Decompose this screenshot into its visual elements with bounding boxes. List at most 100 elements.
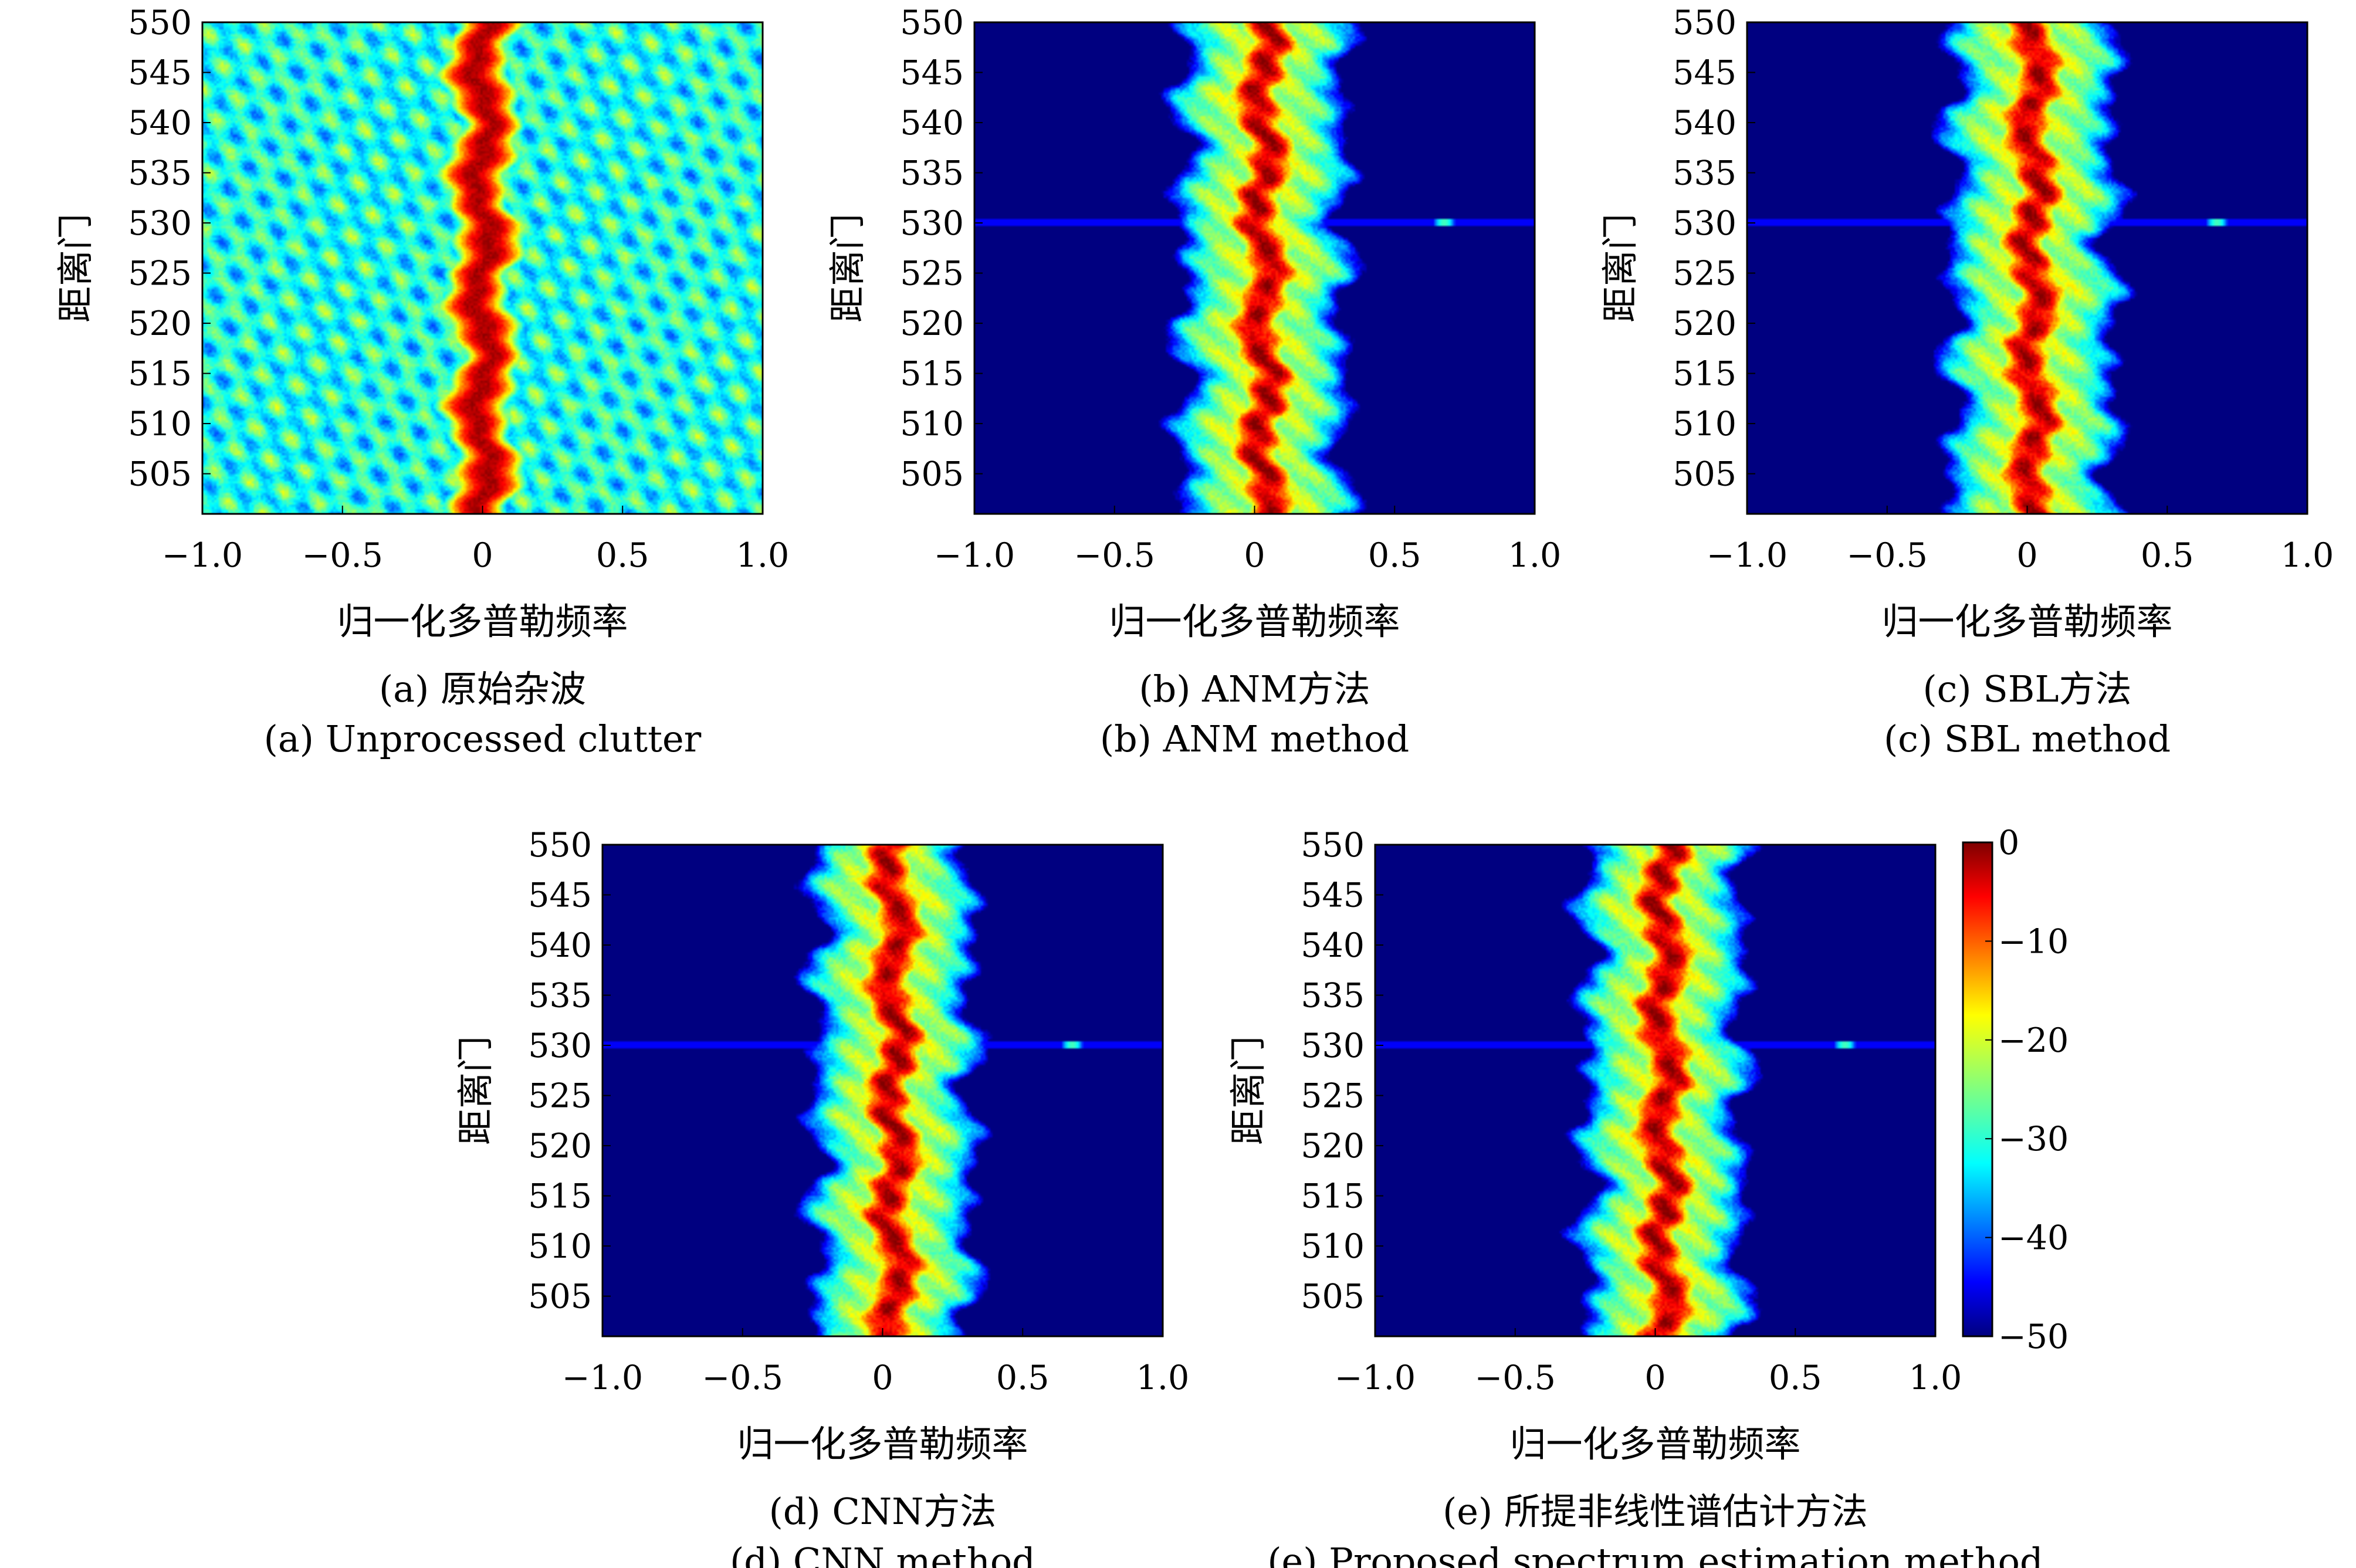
y-tick-label: 520 (128, 304, 192, 343)
y-tick-label: 520 (1673, 304, 1736, 343)
y-tick-label: 530 (1301, 1027, 1365, 1065)
x-tick-label: 1.0 (1909, 1359, 1962, 1397)
heatmap-image (602, 845, 1163, 1336)
y-tick-label: 510 (528, 1227, 592, 1266)
y-tick-label: 545 (900, 54, 964, 93)
colorbar-tick-label: −40 (1998, 1219, 2069, 1258)
colorbar-tick-label: −20 (1998, 1021, 2069, 1060)
colorbar-tick-label: −10 (1998, 922, 2069, 961)
y-tick-label: 545 (1673, 54, 1736, 93)
y-tick-label: 520 (528, 1127, 592, 1166)
y-tick-label: 540 (528, 926, 592, 965)
y-tick-label: 505 (900, 455, 964, 494)
y-tick-label: 525 (1673, 255, 1736, 293)
heatmap-panel-3: 550 545 540 535 530 525 520 515 510 505 −1.0 −0.5 0 0… (454, 826, 1189, 1568)
x-tick-label: −0.5 (702, 1359, 783, 1397)
y-tick-label: 530 (900, 204, 964, 243)
x-tick-label: −1.0 (562, 1359, 643, 1397)
colorbar-gradient (1962, 841, 1993, 1337)
x-tick-label: 1.0 (1136, 1359, 1190, 1397)
x-tick-label: −1.0 (162, 536, 243, 575)
y-tick-label: 535 (128, 154, 192, 193)
y-tick-label: 535 (1301, 977, 1365, 1015)
colorbar-tick-label: 0 (1998, 824, 2019, 862)
heatmap-panel-4: 550 545 540 535 530 525 520 515 510 505 −1.0 −0.5 0 0… (1227, 826, 2043, 1568)
y-tick-label: 540 (1673, 104, 1736, 143)
x-axis-label: 归一化多普勒频率 (1509, 1423, 1800, 1465)
y-tick-label: 530 (528, 1027, 592, 1065)
y-tick-label: 505 (1673, 455, 1736, 494)
heatmap-image (1375, 845, 1935, 1336)
y-axis-label: 距离门 (826, 214, 869, 323)
y-tick-label: 505 (1301, 1278, 1365, 1316)
heatmap-image (974, 22, 1535, 514)
x-axis-label: 归一化多普勒频率 (1109, 600, 1400, 643)
y-tick-label: 540 (128, 104, 192, 143)
caption-en: (e) Proposed spectrum estimation method (1267, 1540, 2043, 1568)
caption-cn: (a) 原始杂波 (379, 668, 586, 710)
x-tick-label: 1.0 (1508, 536, 1562, 575)
caption-cn: (b) ANM方法 (1139, 668, 1370, 710)
y-tick-label: 515 (128, 355, 192, 394)
heatmap-panel-2: 550 545 540 535 530 525 520 515 510 505 −1.0 −0.5 0 0… (1599, 4, 2334, 760)
y-axis-label: 距离门 (1599, 214, 1641, 323)
caption-en: (c) SBL method (1884, 717, 2171, 760)
y-tick-label: 535 (900, 154, 964, 193)
x-tick-label: 0.5 (596, 536, 649, 575)
colorbar: 0 −10 −20 −30 −40 −50 (1962, 824, 2069, 1356)
y-tick-label: 525 (528, 1077, 592, 1116)
caption-cn: (e) 所提非线性谱估计方法 (1443, 1490, 1868, 1533)
y-tick-label: 540 (1301, 926, 1365, 965)
y-tick-label: 545 (528, 876, 592, 915)
x-tick-label: 0.5 (996, 1359, 1050, 1397)
x-tick-label: −0.5 (302, 536, 383, 575)
colorbar-tick-label: −50 (1998, 1318, 2069, 1356)
caption-en: (a) Unprocessed clutter (264, 717, 702, 760)
y-tick-label: 550 (528, 826, 592, 865)
y-tick-label: 535 (528, 977, 592, 1015)
y-tick-label: 525 (128, 255, 192, 293)
colorbar-tick-label: −30 (1998, 1120, 2069, 1159)
y-axis-label: 距离门 (54, 214, 97, 323)
y-tick-label: 520 (1301, 1127, 1365, 1166)
x-tick-label: −1.0 (1707, 536, 1788, 575)
y-axis-label: 距离门 (454, 1036, 497, 1145)
y-tick-label: 530 (1673, 204, 1736, 243)
y-tick-label: 505 (128, 455, 192, 494)
x-tick-label: 0 (872, 1359, 893, 1397)
y-tick-label: 510 (1673, 405, 1736, 443)
y-tick-label: 530 (128, 204, 192, 243)
y-tick-label: 520 (900, 304, 964, 343)
y-tick-label: 550 (1301, 826, 1365, 865)
x-axis-label: 归一化多普勒频率 (737, 1423, 1028, 1465)
heatmap-panel-0: 550 545 540 535 530 525 520 515 510 505 −1.0 −0.5 0 0… (54, 4, 789, 760)
x-tick-label: −1.0 (1335, 1359, 1416, 1397)
x-tick-label: −1.0 (934, 536, 1015, 575)
y-tick-label: 540 (900, 104, 964, 143)
x-axis-label: 归一化多普勒频率 (1881, 600, 2172, 643)
y-tick-label: 510 (900, 405, 964, 443)
x-tick-label: 0 (1244, 536, 1265, 575)
y-tick-label: 535 (1673, 154, 1736, 193)
caption-cn: (d) CNN方法 (769, 1490, 997, 1533)
y-tick-label: 515 (900, 355, 964, 394)
x-tick-label: −0.5 (1847, 536, 1928, 575)
x-axis-label: 归一化多普勒频率 (337, 600, 628, 643)
heatmap-panel-1: 550 545 540 535 530 525 520 515 510 505 −1.0 −0.5 0 0… (826, 4, 1561, 760)
caption-cn: (c) SBL方法 (1922, 668, 2131, 710)
heatmap-image (1747, 22, 2307, 514)
y-tick-label: 525 (1301, 1077, 1365, 1116)
y-tick-label: 515 (528, 1177, 592, 1216)
x-tick-label: 0 (472, 536, 493, 575)
y-tick-label: 515 (1301, 1177, 1365, 1216)
y-axis-label: 距离门 (1227, 1036, 1270, 1145)
x-tick-label: 0.5 (1769, 1359, 1822, 1397)
x-tick-label: 0.5 (2141, 536, 2194, 575)
y-tick-label: 510 (1301, 1227, 1365, 1266)
x-tick-label: −0.5 (1475, 1359, 1556, 1397)
x-tick-label: 0 (1644, 1359, 1666, 1397)
heatmap-image (202, 22, 763, 514)
y-tick-label: 550 (128, 4, 192, 42)
caption-en: (b) ANM method (1100, 717, 1409, 760)
